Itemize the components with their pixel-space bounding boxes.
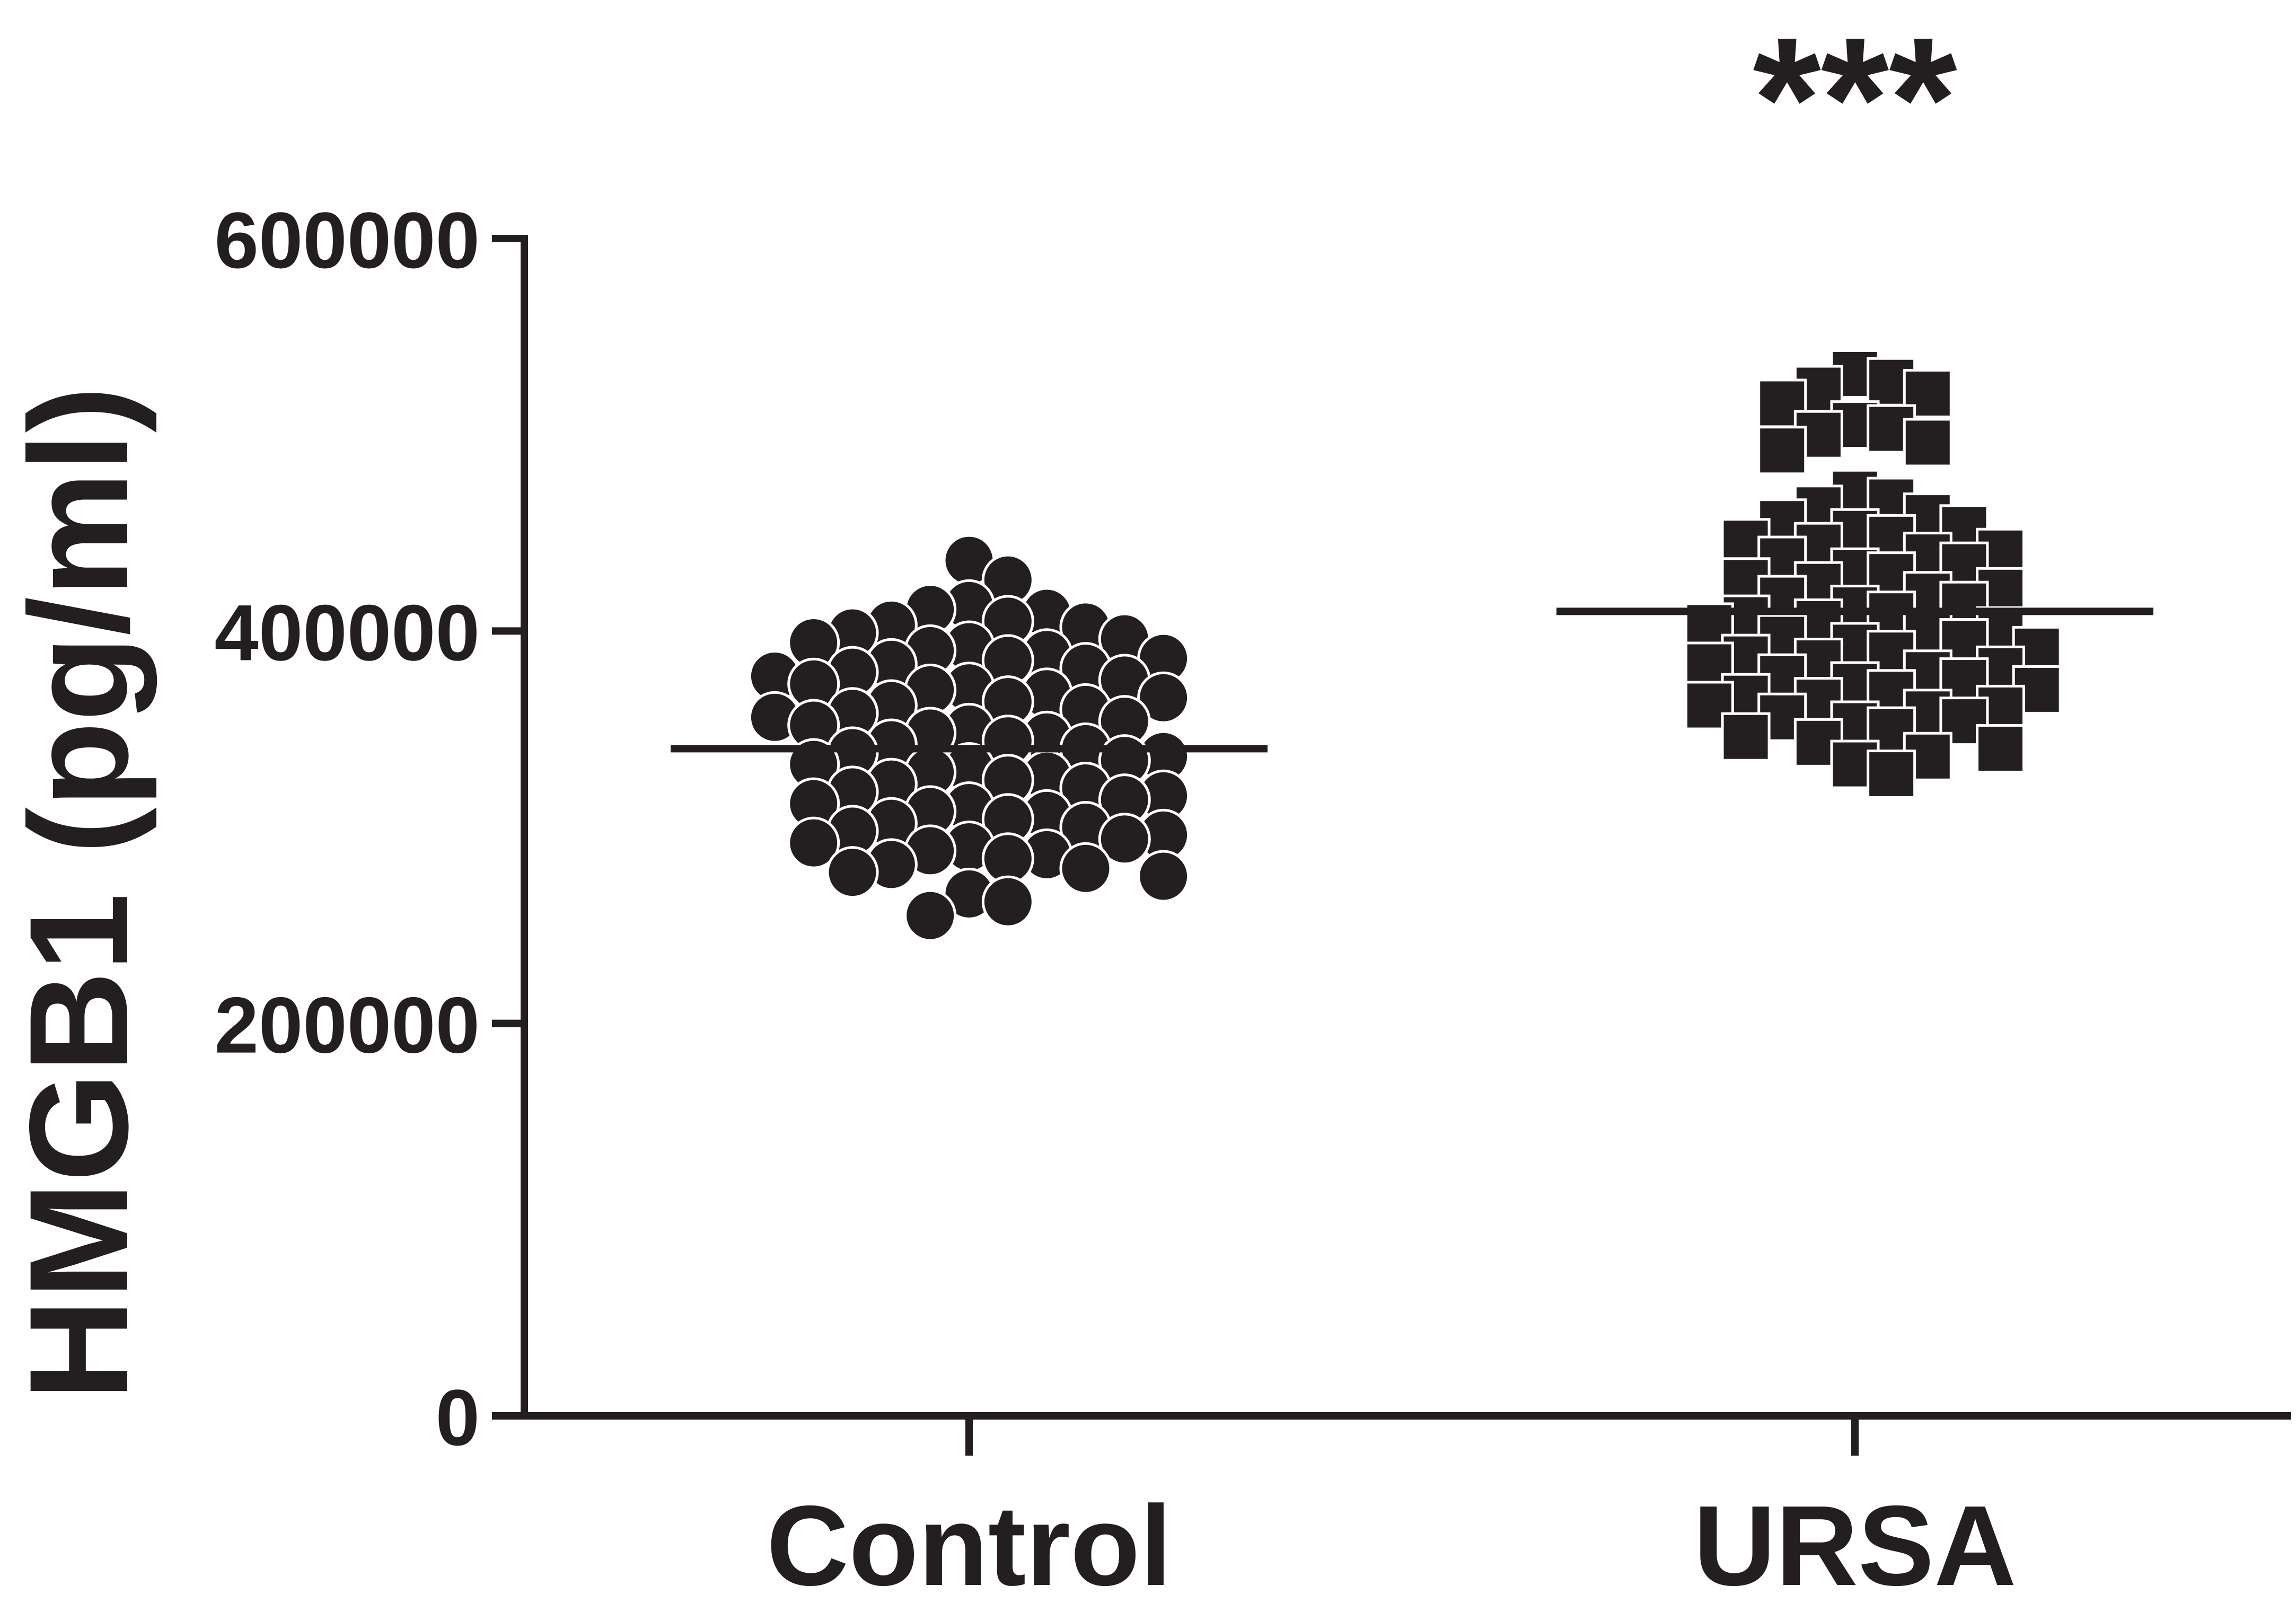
- data-point: [1137, 850, 1190, 903]
- data-point: [904, 889, 957, 942]
- data-point: [1137, 671, 1190, 724]
- x-tick-label: Control: [767, 1482, 1172, 1609]
- data-point: [787, 816, 840, 869]
- data-point: [1867, 750, 1916, 799]
- y-tick-label: 0: [436, 1373, 480, 1462]
- data-point: [1098, 813, 1151, 866]
- y-tick-label: 400000: [214, 588, 480, 677]
- data-point: [1757, 426, 1807, 475]
- y-tick-label: 600000: [214, 196, 480, 285]
- significance-annotation: ***: [1753, 1, 1957, 196]
- x-tick-label: URSA: [1693, 1482, 2016, 1609]
- data-point: [826, 846, 879, 899]
- data-point: [1059, 842, 1112, 895]
- y-axis-label: HMGB1 (pg/ml): [1, 386, 158, 1400]
- y-tick-label: 200000: [214, 981, 480, 1070]
- data-point: [1976, 724, 2026, 773]
- data-point: [1721, 712, 1771, 762]
- data-point: [1903, 418, 1952, 468]
- data-point: [981, 875, 1034, 928]
